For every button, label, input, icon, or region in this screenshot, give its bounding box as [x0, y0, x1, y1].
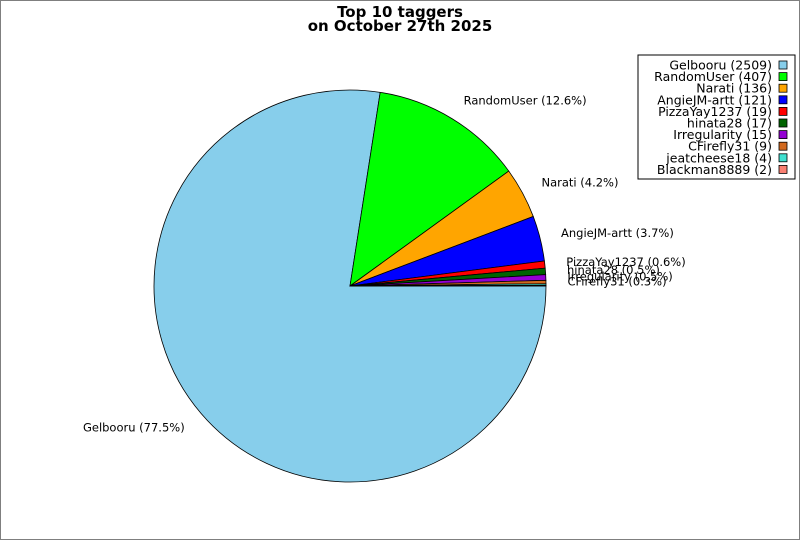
legend: Gelbooru (2509)RandomUser (407)Narati (1… [637, 54, 796, 180]
legend-swatch-angiejm-artt [778, 95, 788, 105]
legend-label-narati: Narati (136) [696, 81, 772, 96]
legend-label-blackman8889: Blackman8889 (2) [657, 162, 772, 177]
pie-slices [153, 89, 547, 483]
pie-slice-blackman8889 [349, 284, 547, 287]
legend-box [637, 54, 796, 180]
legend-swatch-irregularity [778, 130, 788, 140]
legend-label-cfirefly31: CFirefly31 (9) [688, 139, 772, 154]
legend-swatch-pizzayay1237 [778, 107, 788, 116]
slice-label-irregularity: Irregularity (0.5%) [567, 270, 672, 284]
slice-labels: Gelbooru (77.5%) RandomUser (12.6%) Narati… [83, 94, 686, 435]
chart-title: Top 10 taggers [337, 3, 463, 21]
legend-label-gelbooru: Gelbooru (2509) [669, 58, 772, 73]
legend-label-randomuser: RandomUser (407) [654, 69, 772, 84]
legend-swatch-hinata28 [778, 118, 788, 128]
legend-label-irregularity: Irregularity (15) [673, 127, 772, 142]
legend-swatch-narati [778, 83, 788, 93]
legend-swatch-jeatcheese18 [778, 153, 788, 163]
legend-swatch-blackman8889 [778, 164, 788, 174]
legend-label-angiejm-artt: AngieJM-artt (121) [657, 92, 772, 107]
legend-label-hinata28: hinata28 (17) [687, 116, 772, 131]
legend-swatch-gelbooru [778, 60, 788, 70]
slice-label-gelbooru: Gelbooru (77.5%) [83, 421, 185, 435]
chart-subtitle: on October 27th 2025 [308, 17, 493, 35]
legend-label-pizzayay1237: PizzaYay1237 (19) [658, 104, 772, 119]
slice-label-cfirefly31: CFirefly31 (0.3%) [568, 275, 667, 289]
pie-slice-randomuser [349, 91, 510, 287]
legend-swatch-randomuser [778, 72, 788, 81]
slice-label-hinata28: hinata28 (0.5%) [567, 263, 660, 277]
slice-label-narati: Narati (4.2%) [542, 176, 619, 190]
slice-label-randomuser: RandomUser (12.6%) [464, 94, 587, 108]
slice-label-angiejm-artt: AngieJM-artt (3.7%) [561, 226, 674, 240]
slice-label-pizzayay1237: PizzaYay1237 (0.6%) [566, 255, 685, 269]
legend-label-jeatcheese18: jeatcheese18 (4) [665, 150, 772, 165]
legend-swatch-cfirefly31 [778, 141, 788, 151]
